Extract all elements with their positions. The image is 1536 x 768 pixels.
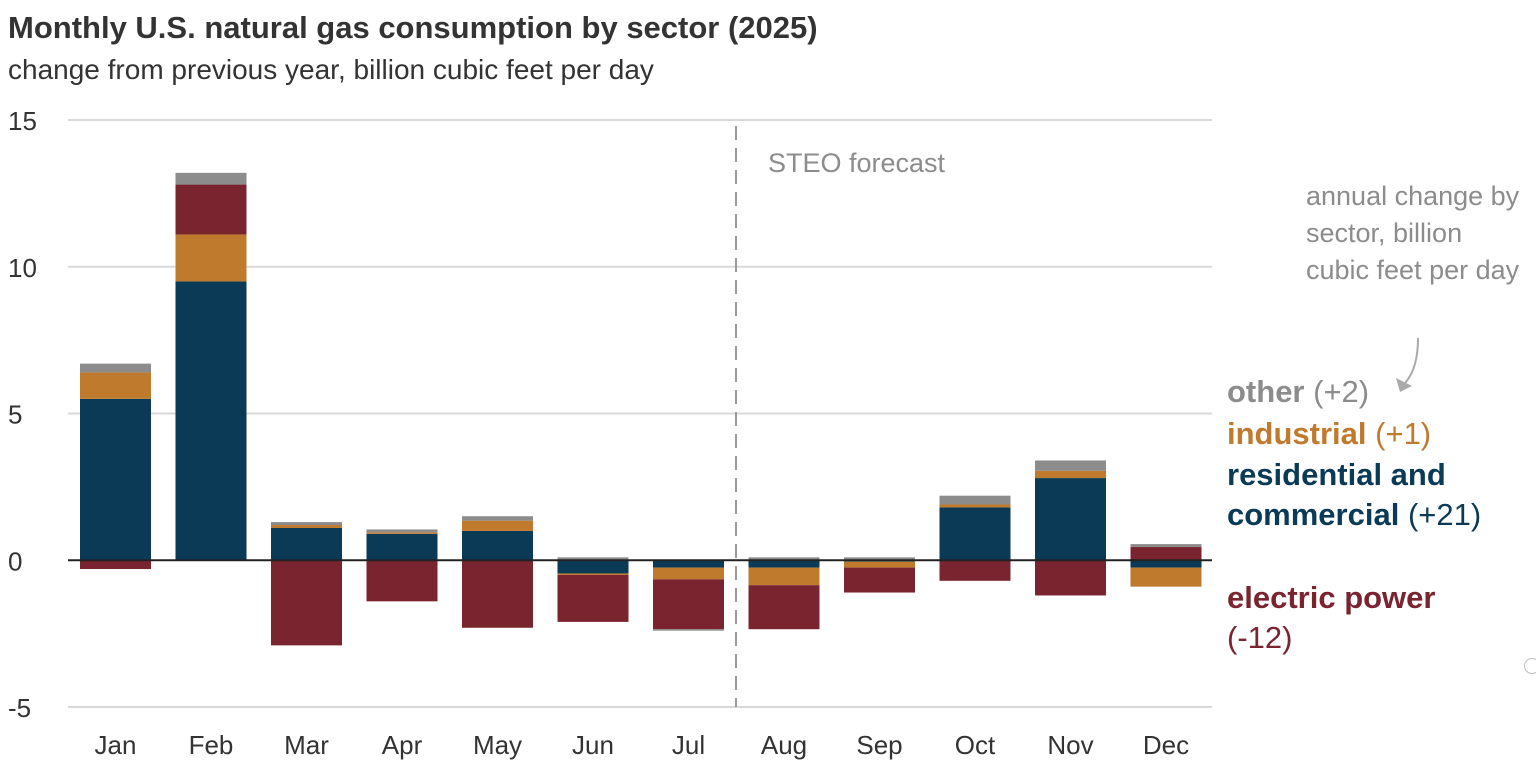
- other-bar: [1130, 544, 1202, 548]
- note-arrow-icon: [1403, 337, 1419, 385]
- industrial-bar: [939, 504, 1011, 508]
- other-bar: [844, 557, 915, 561]
- legend-residential: residential and commercial (+21): [1227, 455, 1481, 535]
- x-tick-label: Aug: [761, 730, 807, 760]
- x-tick-label: Nov: [1047, 730, 1093, 760]
- industrial-bar: [175, 234, 247, 282]
- electric-bar: [1035, 560, 1106, 596]
- residential-bar: [939, 507, 1011, 561]
- y-tick-label: 0: [8, 546, 22, 576]
- residential-bar: [653, 560, 724, 568]
- x-tick-label: May: [473, 730, 522, 760]
- electric-bar: [175, 184, 247, 235]
- legend-other-name: other: [1227, 374, 1305, 409]
- electric-bar: [844, 567, 915, 593]
- other-bar: [939, 495, 1011, 505]
- legend-other: other (+2): [1227, 372, 1369, 412]
- legend-res-line1: residential and: [1227, 457, 1446, 492]
- legend-elec-value: (-12): [1227, 620, 1293, 655]
- y-tick-label: -5: [8, 693, 31, 723]
- edge-handle-icon: [1524, 658, 1536, 674]
- residential-bar: [1130, 560, 1202, 568]
- x-tick-label: Apr: [382, 730, 423, 760]
- residential-bar: [557, 560, 629, 574]
- industrial-bar: [271, 525, 342, 528]
- legend-other-value: (+2): [1313, 374, 1370, 409]
- industrial-bar: [844, 561, 915, 568]
- other-bar: [557, 557, 629, 561]
- y-tick-label: 15: [8, 106, 37, 136]
- x-tick-label: Dec: [1143, 730, 1189, 760]
- residential-bar: [366, 533, 438, 561]
- electric-bar: [462, 560, 533, 628]
- legend-industrial: industrial (+1): [1227, 414, 1431, 454]
- residential-bar: [748, 560, 820, 568]
- x-tick-label: Jul: [672, 730, 705, 760]
- x-tick-label: Mar: [284, 730, 329, 760]
- legend-industrial-name: industrial: [1227, 416, 1367, 451]
- industrial-bar: [366, 532, 438, 534]
- other-bar: [748, 557, 820, 561]
- other-bar: [1035, 460, 1106, 471]
- other-bar: [80, 363, 151, 373]
- chart-title: Monthly U.S. natural gas consumption by …: [8, 10, 818, 45]
- legend-res-line2: commercial: [1227, 497, 1400, 532]
- x-tick-label: Oct: [955, 730, 996, 760]
- note-arrowhead-icon: [1396, 378, 1412, 392]
- other-bar: [175, 172, 247, 185]
- residential-bar: [80, 398, 151, 561]
- electric-bar: [748, 585, 820, 630]
- electric-bar: [271, 560, 342, 646]
- other-bar: [271, 522, 342, 526]
- chart-subtitle: change from previous year, billion cubic…: [8, 54, 654, 85]
- other-bar: [462, 516, 533, 521]
- legend-elec-name: electric power: [1227, 580, 1436, 615]
- residential-bar: [271, 527, 342, 561]
- industrial-bar: [80, 372, 151, 399]
- electric-bar: [80, 560, 151, 570]
- electric-bar: [557, 574, 629, 622]
- legend-electric: electric power (-12): [1227, 578, 1435, 658]
- residential-bar: [1035, 478, 1106, 561]
- x-tick-label: Jan: [95, 730, 137, 760]
- x-tick-label: Jun: [572, 730, 614, 760]
- y-tick-label: 10: [8, 253, 37, 283]
- electric-bar: [366, 560, 438, 602]
- other-bar: [653, 629, 724, 631]
- industrial-bar: [557, 573, 629, 575]
- residential-bar: [175, 281, 247, 561]
- electric-bar: [939, 560, 1011, 581]
- other-bar: [366, 529, 438, 533]
- legend-res-value: (+21): [1407, 497, 1482, 532]
- industrial-bar: [1130, 567, 1202, 587]
- x-tick-label: Sep: [856, 730, 902, 760]
- industrial-bar: [462, 520, 533, 531]
- y-tick-label: 5: [8, 400, 22, 430]
- x-tick-label: Feb: [189, 730, 234, 760]
- residential-bar: [462, 530, 533, 561]
- industrial-bar: [1035, 470, 1106, 479]
- forecast-label: STEO forecast: [768, 148, 946, 178]
- legend-note: annual change by sector, billion cubic f…: [1306, 181, 1520, 285]
- legend-industrial-value: (+1): [1375, 416, 1432, 451]
- electric-bar: [1130, 547, 1202, 561]
- industrial-bar: [653, 567, 724, 580]
- electric-bar: [653, 579, 724, 630]
- industrial-bar: [748, 567, 820, 586]
